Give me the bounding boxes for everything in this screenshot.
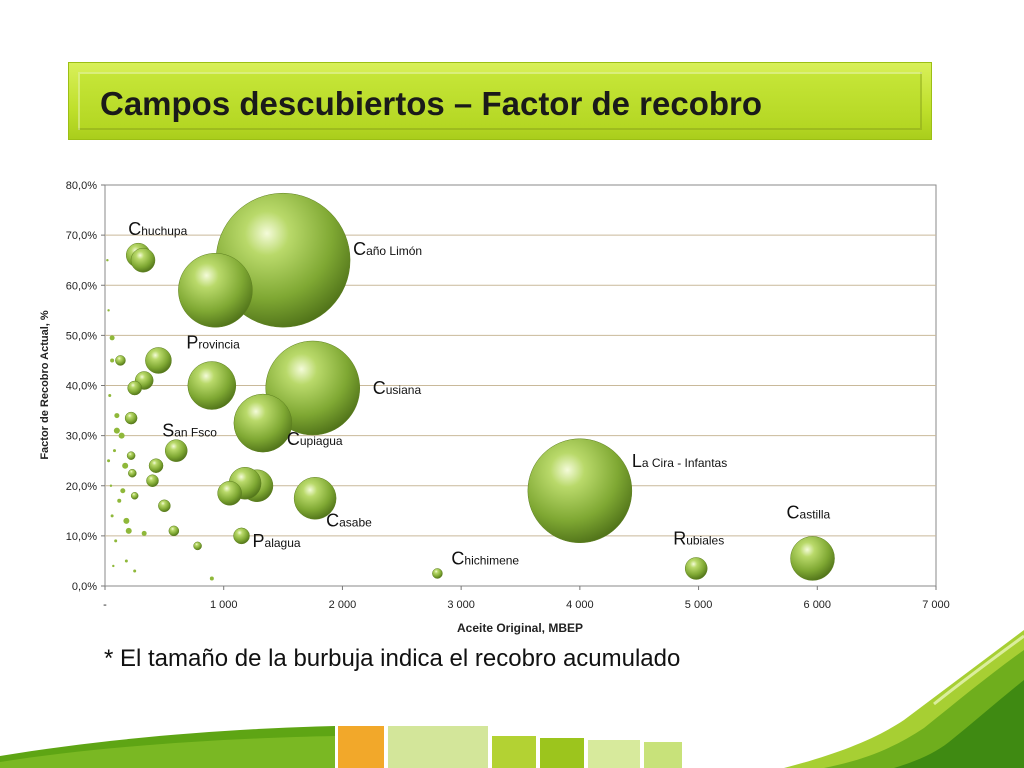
x-tick-label: 4 000: [566, 599, 594, 611]
bubble-label: San Fsco: [162, 421, 217, 441]
bubble: [217, 481, 242, 506]
x-tick-label: 3 000: [447, 599, 475, 611]
bottom-decoration-strip: [0, 726, 682, 768]
bubble-label: Chichimene: [451, 548, 519, 568]
bubble-label: Casabe: [326, 510, 372, 530]
bubble: [115, 355, 126, 366]
x-axis-ticks: - 1 000 2 000 3 000 4 000 5 000 6 000 7 000: [103, 586, 950, 611]
bubble: [114, 539, 118, 543]
bubble: [127, 380, 142, 396]
bubble-label: Caño Limón: [353, 239, 422, 259]
slide-title: Campos descubiertos – Factor de recobro: [100, 85, 763, 122]
x-tick-label: -: [103, 599, 107, 611]
bubble: [107, 309, 110, 312]
x-tick-label: 7 000: [922, 599, 950, 611]
y-tick-label: 50,0%: [66, 330, 97, 342]
bubble: [187, 361, 237, 410]
bubble: [124, 411, 138, 425]
bubble-label: Cusiana: [373, 378, 422, 398]
bubble: [124, 559, 128, 563]
y-tick-label: 80,0%: [66, 180, 97, 192]
y-axis-label: Factor de Recobro Actual, %: [39, 310, 51, 460]
bubble: [130, 492, 139, 500]
corner-swoosh-decoration: [784, 630, 1024, 768]
bubble: [233, 527, 250, 545]
x-axis-label: Aceite Original, MBEP: [457, 621, 583, 635]
bubble: [109, 335, 115, 341]
bubble-label: Chuchupa: [128, 219, 187, 239]
bubble: [146, 474, 159, 487]
bubble: [141, 530, 147, 536]
bubble: [109, 484, 113, 487]
bubble: [107, 459, 111, 463]
bubble: [113, 427, 120, 434]
bubble: [168, 525, 180, 537]
bubble: [117, 498, 122, 503]
bubble-label: Palagua: [253, 531, 301, 551]
bubble: [110, 358, 115, 363]
bubble: [684, 557, 708, 580]
bubble: [125, 527, 132, 534]
bubble-chart: 0,0% 10,0% 20,0% 30,0% 40,0% 50,0% 60,0% 70,0% 8…: [39, 180, 950, 635]
y-tick-label: 0,0%: [72, 581, 97, 593]
bubble: [432, 568, 443, 579]
bubble-label: Rubiales: [673, 528, 724, 548]
bubble: [145, 347, 172, 374]
bubble: [158, 499, 171, 513]
bubble: [114, 413, 120, 419]
bubble: [108, 394, 112, 398]
bubble: [112, 564, 115, 568]
bubble: [527, 438, 633, 544]
bubble: [120, 488, 126, 494]
x-tick-label: 5 000: [685, 599, 713, 611]
bubble-label: La Cira - Infantas: [632, 451, 727, 471]
bubble: [123, 517, 130, 524]
x-tick-label: 2 000: [329, 599, 357, 611]
y-tick-label: 60,0%: [66, 280, 97, 292]
bubble: [133, 569, 137, 573]
bubble-label: Cupiagua: [287, 429, 343, 449]
bubble: [128, 468, 137, 478]
bubbles: [106, 192, 835, 581]
y-axis-ticks: 0,0% 10,0% 20,0% 30,0% 40,0% 50,0% 60,0% 70,0% 8…: [66, 180, 105, 593]
bubble: [110, 514, 114, 518]
bubble-labels: Caño Limón Chuchupa Provincia Cusiana Cupiag…: [128, 219, 830, 568]
y-tick-label: 30,0%: [66, 431, 97, 443]
bubble: [148, 458, 164, 473]
x-tick-label: 6 000: [804, 599, 832, 611]
bubble: [293, 477, 337, 520]
footnote: * El tamaño de la burbuja indica el reco…: [104, 645, 681, 672]
bubble: [209, 576, 214, 581]
bubble: [790, 536, 835, 581]
title-banner-inner: Campos descubiertos – Factor de recobro: [78, 72, 922, 130]
bubble-label: Castilla: [787, 502, 831, 522]
bubble: [106, 258, 109, 262]
y-tick-label: 40,0%: [66, 381, 97, 393]
y-tick-label: 70,0%: [66, 230, 97, 242]
bubble-label: Provincia: [186, 332, 240, 352]
bubble: [233, 393, 293, 453]
bubble: [130, 247, 156, 273]
bubble: [112, 449, 116, 453]
y-tick-label: 10,0%: [66, 531, 97, 543]
bubble: [164, 439, 188, 462]
bubble: [122, 462, 129, 469]
bubble: [118, 432, 125, 439]
bubble: [126, 451, 136, 460]
x-tick-label: 1 000: [210, 599, 238, 611]
y-tick-label: 20,0%: [66, 481, 97, 493]
title-banner: Campos descubiertos – Factor de recobro: [68, 62, 932, 140]
bubble: [193, 541, 202, 551]
bubble: [178, 253, 253, 328]
